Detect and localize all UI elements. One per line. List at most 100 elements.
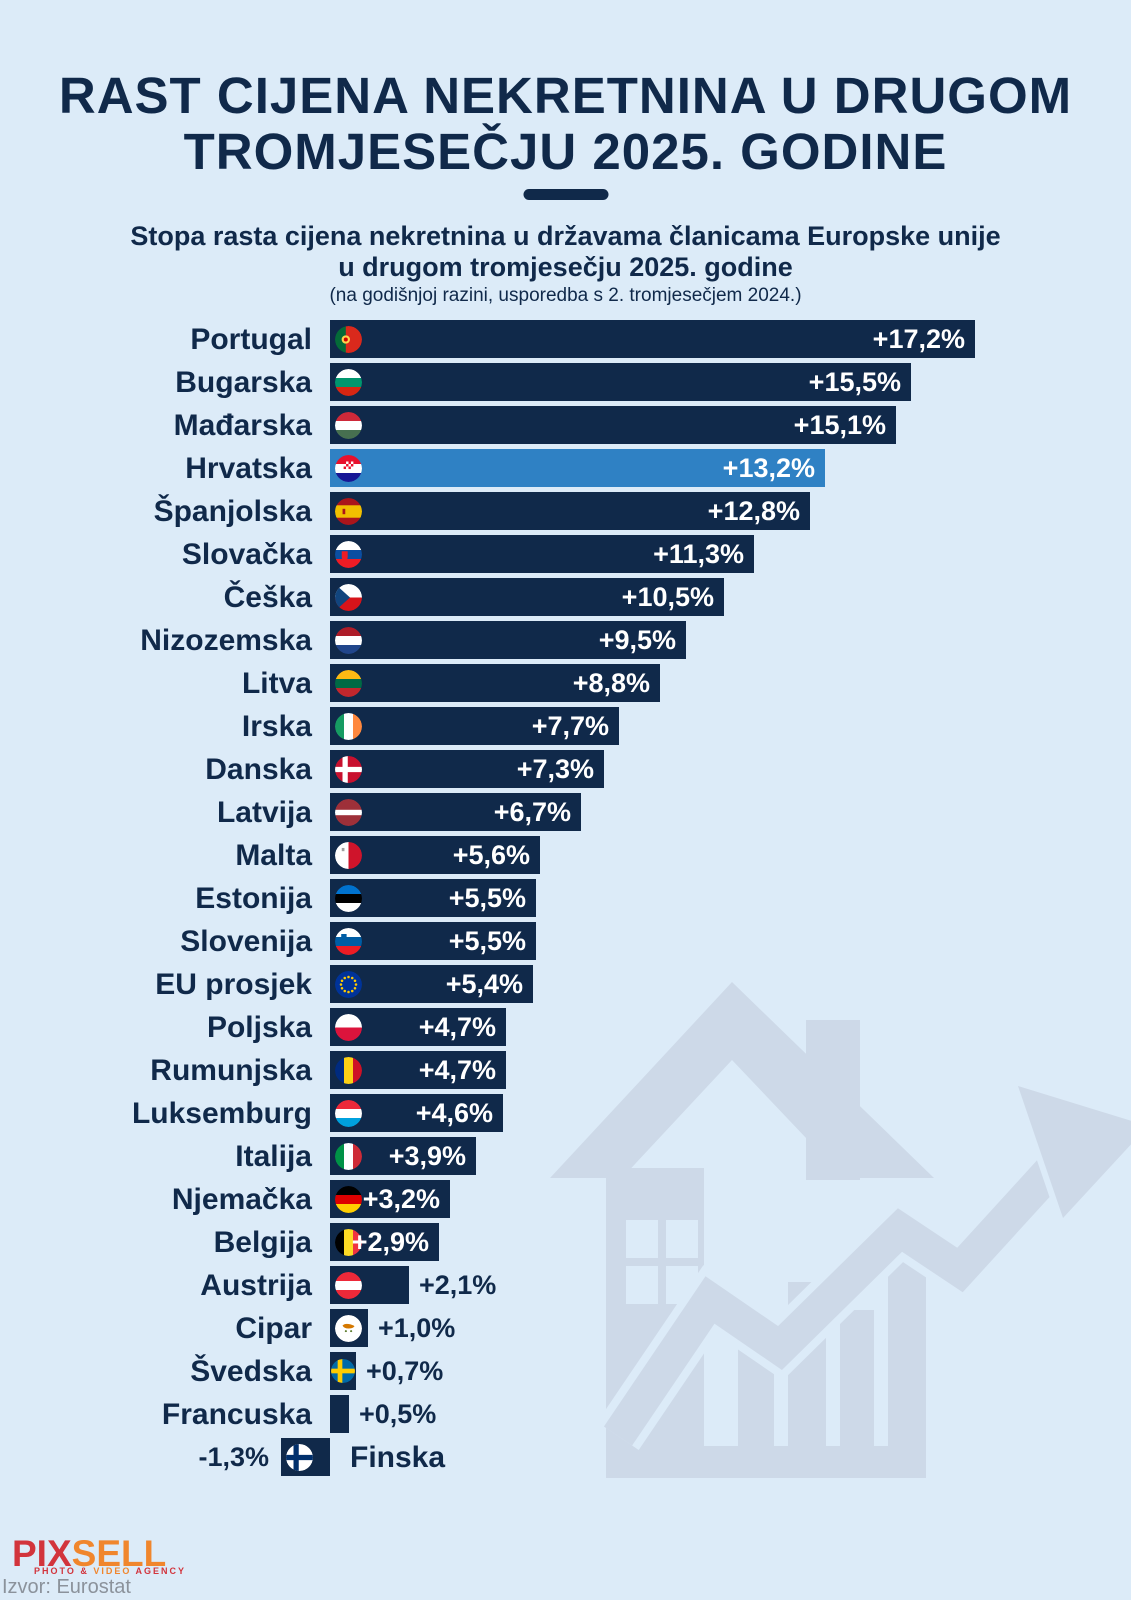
- italy-flag-icon: [335, 1143, 362, 1170]
- country-label-hrvatska: Hrvatska: [185, 452, 312, 485]
- chart-row-francuska: Francuska +0,5%: [0, 1395, 1131, 1433]
- logo-tagline: PHOTO & VIDEO AGENCY: [34, 1566, 187, 1576]
- value-label-slovacka: +11,3%: [653, 539, 744, 569]
- country-label-njemacka: Njemačka: [171, 1183, 312, 1216]
- belgium-flag-icon: [335, 1229, 362, 1256]
- pixsell-logo: PIXSELL: [12, 1535, 166, 1572]
- malta-flag-icon: [335, 842, 362, 869]
- bar-cipar: [330, 1309, 368, 1347]
- sweden-flag-icon: [331, 1359, 355, 1383]
- bar-portugal: [330, 320, 975, 358]
- country-label-slovacka: Slovačka: [181, 538, 312, 571]
- chart-row-poljska: Poljska +4,7%: [0, 1008, 1131, 1046]
- bar-francuska: [330, 1395, 349, 1433]
- bar-irska: [330, 707, 619, 745]
- value-label-italija: +3,9%: [388, 1141, 466, 1171]
- finland-flag-icon: [286, 1444, 313, 1471]
- estonia-flag-icon: [335, 885, 362, 912]
- bar-malta: [330, 836, 540, 874]
- chart-row-slovacka: Slovačka +11,3%: [0, 535, 1131, 573]
- chart-row-svedska: Švedska +0,7%: [0, 1352, 1131, 1390]
- spain-flag-icon: [335, 498, 362, 525]
- bar-danska: [330, 750, 604, 788]
- netherlands-flag-icon: [335, 627, 362, 654]
- country-label-rumunjska: Rumunjska: [150, 1054, 312, 1087]
- bar-hrvatska: [330, 449, 825, 487]
- chart-row-bugarska: Bugarska +15,5%: [0, 363, 1131, 401]
- bar-spanjolska: [330, 492, 810, 530]
- country-label-irska: Irska: [241, 710, 312, 743]
- country-label-ma-arska: Mađarska: [173, 409, 312, 442]
- title-line-1: RAST CIJENA NEKRETNINA U DRUGOM: [58, 67, 1073, 124]
- country-label-italija: Italija: [235, 1140, 312, 1173]
- chart-note: (na godišnjoj razini, usporedba s 2. tro…: [329, 285, 802, 306]
- bar-luksemburg: [330, 1094, 503, 1132]
- country-label-poljska: Poljska: [206, 1011, 312, 1044]
- bar-estonija: [330, 879, 536, 917]
- country-label-nizozemska: Nizozemska: [140, 624, 312, 657]
- country-label-svedska: Švedska: [190, 1355, 312, 1388]
- value-label-portugal: +17,2%: [872, 324, 965, 354]
- germany-flag-icon: [335, 1186, 362, 1213]
- chart-row-portugal: Portugal +17,2%: [0, 320, 1131, 358]
- bar-slovacka: [330, 535, 754, 573]
- value-label-malta: +5,6%: [452, 840, 530, 870]
- logo-sell: SELL: [71, 1533, 167, 1574]
- value-label-bugarska: +15,5%: [808, 367, 901, 397]
- country-label-ceska: Češka: [223, 581, 312, 614]
- subtitle-line-2: u drugom tromjesečju 2025. godine: [338, 252, 793, 282]
- latvia-flag-icon: [335, 799, 362, 826]
- value-label-eu-prosjek: +5,4%: [445, 969, 523, 999]
- value-label-rumunjska: +4,7%: [418, 1055, 496, 1085]
- value-label-finska: -1,3%: [198, 1442, 269, 1472]
- chart-row-finska: Finska -1,3%: [0, 1438, 1131, 1476]
- bar-slovenija: [330, 922, 536, 960]
- country-label-estonija: Estonija: [195, 882, 312, 915]
- bar-rumunjska: [330, 1051, 506, 1089]
- chart-row-litva: Litva +8,8%: [0, 664, 1131, 702]
- ireland-flag-icon: [335, 713, 362, 740]
- country-label-spanjolska: Španjolska: [153, 495, 312, 528]
- chart-row-austrija: Austrija +2,1%: [0, 1266, 1131, 1304]
- value-label-cipar: +1,0%: [378, 1313, 456, 1343]
- chart-row-luksemburg: Luksemburg +4,6%: [0, 1094, 1131, 1132]
- chart-row-latvija: Latvija +6,7%: [0, 793, 1131, 831]
- chart-row-malta: Malta +5,6%: [0, 836, 1131, 874]
- chart-row-nizozemska: Nizozemska +9,5%: [0, 621, 1131, 659]
- slovakia-flag-icon: [335, 541, 362, 568]
- bar-poljska: [330, 1008, 506, 1046]
- value-label-litva: +8,8%: [572, 668, 650, 698]
- bar-latvija: [330, 793, 581, 831]
- chart-row-ceska: Češka +10,5%: [0, 578, 1131, 616]
- subtitle-line-1: Stopa rasta cijena nekretnina u državama…: [130, 221, 1001, 251]
- chart-subtitle: Stopa rasta cijena nekretnina u državama…: [0, 221, 1131, 283]
- value-label-luksemburg: +4,6%: [415, 1098, 493, 1128]
- value-label-spanjolska: +12,8%: [707, 496, 800, 526]
- value-label-belgija: +2,9%: [351, 1227, 429, 1257]
- luxembourg-flag-icon: [335, 1100, 362, 1127]
- chart-row-cipar: Cipar +1,0%: [0, 1309, 1131, 1347]
- chart-row-rumunjska: Rumunjska +4,7%: [0, 1051, 1131, 1089]
- eu-flag-icon: [335, 971, 362, 998]
- value-label-austrija: +2,1%: [419, 1270, 497, 1300]
- bar-nizozemska: [330, 621, 686, 659]
- country-label-belgija: Belgija: [213, 1226, 312, 1259]
- poland-flag-icon: [335, 1014, 362, 1041]
- value-label-estonija: +5,5%: [448, 883, 526, 913]
- chart-row-belgija: Belgija +2,9%: [0, 1223, 1131, 1261]
- czechia-flag-icon: [335, 584, 362, 611]
- value-label-francuska: +0,5%: [359, 1399, 437, 1429]
- bar-litva: [330, 664, 660, 702]
- bar-ceska: [330, 578, 724, 616]
- value-label-ma-arska: +15,1%: [793, 410, 886, 440]
- country-label-portugal: Portugal: [190, 323, 312, 356]
- country-label-litva: Litva: [241, 667, 312, 700]
- chart-row-irska: Irska +7,7%: [0, 707, 1131, 745]
- country-label-austrija: Austrija: [200, 1269, 312, 1302]
- chart-row-ma-arska: Mađarska +15,1%: [0, 406, 1131, 444]
- chart-row-danska: Danska +7,3%: [0, 750, 1131, 788]
- country-label-finska: Finska: [350, 1441, 446, 1474]
- country-label-luksemburg: Luksemburg: [131, 1097, 312, 1130]
- bar-svedska: [330, 1352, 356, 1390]
